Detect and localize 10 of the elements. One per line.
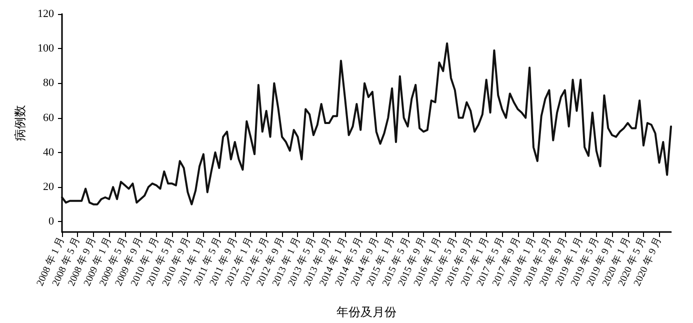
y-tick-label: 120 — [38, 8, 54, 20]
x-axis-title: 年份及月份 — [336, 305, 396, 319]
line-series — [61, 42, 672, 206]
y-axis-title: 病例数 — [13, 105, 27, 141]
y-tick-label: 40 — [43, 146, 54, 158]
y-tick-label: 80 — [43, 77, 54, 90]
y-tick-label: 20 — [43, 181, 54, 194]
y-tick-label: 100 — [38, 42, 54, 55]
y-tick-label: 0 — [48, 216, 54, 228]
y-tick-label: 60 — [43, 112, 54, 124]
